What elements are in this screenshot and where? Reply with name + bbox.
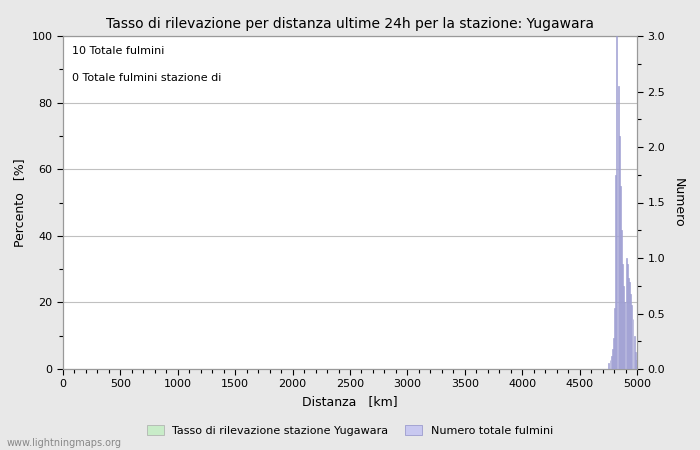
Bar	[620, 186, 621, 369]
Bar	[614, 308, 615, 369]
Text: 10 Totale fulmini: 10 Totale fulmini	[71, 46, 164, 56]
Bar	[621, 230, 622, 369]
Bar	[613, 338, 614, 369]
Legend: Tasso di rilevazione stazione Yugawara, Numero totale fulmini: Tasso di rilevazione stazione Yugawara, …	[143, 420, 557, 440]
Bar	[633, 319, 634, 369]
Y-axis label: Numero: Numero	[671, 178, 685, 227]
Bar	[629, 283, 630, 369]
Bar	[622, 264, 623, 369]
Bar	[626, 264, 628, 369]
Bar	[628, 278, 629, 369]
Bar	[624, 302, 625, 369]
Bar	[608, 364, 609, 369]
Bar	[615, 175, 616, 369]
Title: Tasso di rilevazione per distanza ultime 24h per la stazione: Yugawara: Tasso di rilevazione per distanza ultime…	[106, 17, 594, 31]
Text: 0 Totale fulmini stazione di: 0 Totale fulmini stazione di	[71, 72, 221, 83]
Bar	[635, 352, 636, 369]
Bar	[636, 360, 637, 369]
Bar	[634, 336, 635, 369]
Bar	[619, 136, 620, 369]
Bar	[623, 286, 624, 369]
Bar	[626, 258, 627, 369]
Bar	[617, 86, 619, 369]
X-axis label: Distanza   [km]: Distanza [km]	[302, 395, 398, 408]
Y-axis label: Percento   [%]: Percento [%]	[13, 158, 26, 247]
Bar	[631, 305, 632, 369]
Bar	[610, 356, 612, 369]
Bar	[630, 293, 631, 369]
Text: www.lightningmaps.org: www.lightningmaps.org	[7, 438, 122, 448]
